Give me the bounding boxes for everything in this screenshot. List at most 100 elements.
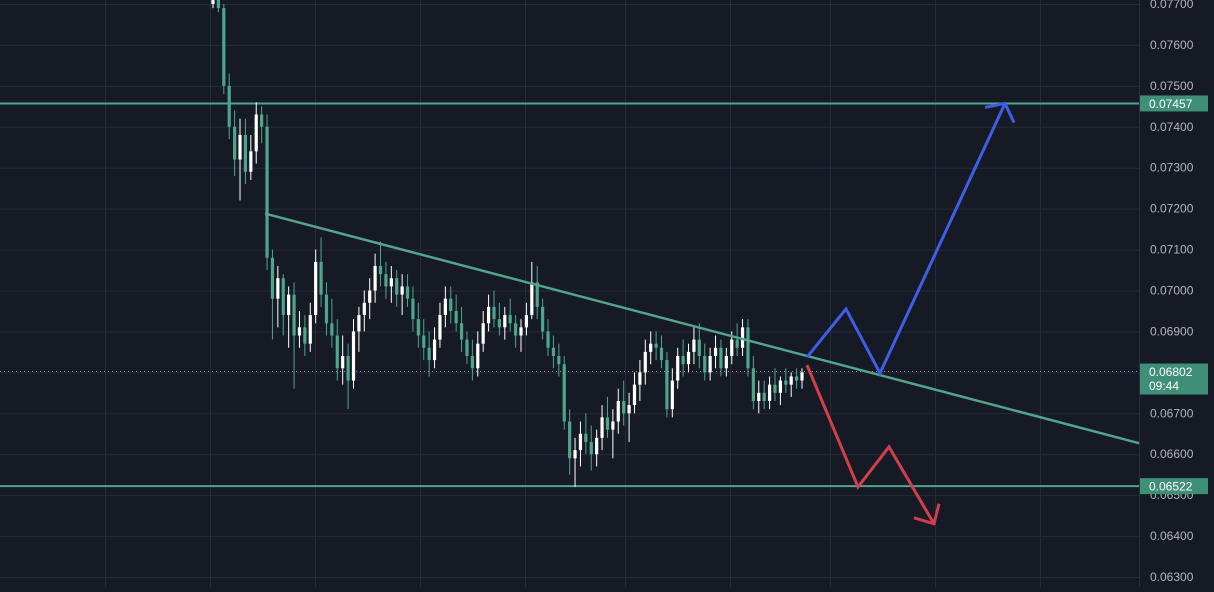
projection-arrows[interactable] (805, 101, 1016, 526)
candle[interactable] (670, 368, 674, 418)
candle[interactable] (303, 315, 307, 356)
candle[interactable] (681, 339, 685, 377)
candle[interactable] (443, 286, 447, 328)
candle[interactable] (616, 388, 620, 434)
candle[interactable] (778, 376, 782, 406)
candle[interactable] (794, 368, 799, 389)
candle[interactable] (557, 343, 561, 377)
candle[interactable] (735, 323, 739, 356)
candle[interactable] (762, 380, 766, 410)
candle[interactable] (757, 380, 761, 414)
horizontal-levels[interactable] (0, 102, 1139, 488)
candle[interactable] (665, 351, 669, 418)
candle[interactable] (459, 306, 464, 352)
candle[interactable] (692, 327, 696, 365)
candle[interactable] (546, 319, 550, 356)
candle[interactable] (222, 4, 226, 95)
candle[interactable] (740, 319, 745, 356)
candle[interactable] (454, 294, 458, 332)
candle[interactable] (265, 114, 269, 271)
candle[interactable] (562, 355, 566, 430)
candle[interactable] (627, 392, 631, 442)
bullish-projection-path[interactable] (805, 102, 1007, 377)
candle[interactable] (611, 409, 615, 459)
candle[interactable] (427, 331, 431, 377)
candle[interactable] (784, 368, 788, 393)
candle[interactable] (530, 261, 534, 320)
candle[interactable] (308, 302, 312, 352)
candle[interactable] (297, 310, 302, 348)
candle[interactable] (605, 396, 610, 438)
bearish-projection-path[interactable] (805, 364, 936, 525)
candle[interactable] (357, 306, 361, 352)
candle[interactable] (649, 331, 653, 365)
candle[interactable] (508, 298, 512, 332)
candle[interactable] (281, 274, 285, 336)
candle[interactable] (719, 339, 723, 377)
candle[interactable] (449, 286, 453, 324)
candle[interactable] (335, 319, 339, 381)
candle[interactable] (341, 335, 345, 385)
candle[interactable] (254, 102, 258, 164)
candle[interactable] (551, 335, 556, 369)
candle[interactable] (395, 270, 399, 307)
candle[interactable] (227, 73, 231, 140)
candlestick-series[interactable] (211, 0, 804, 487)
candle[interactable] (724, 347, 728, 377)
candle[interactable] (568, 409, 572, 475)
candle[interactable] (465, 331, 469, 365)
candle[interactable] (416, 302, 420, 348)
candle[interactable] (233, 110, 237, 176)
candle[interactable] (389, 265, 393, 303)
candle[interactable] (368, 278, 372, 320)
candle[interactable] (751, 355, 755, 410)
candle[interactable] (486, 294, 491, 332)
candle[interactable] (622, 380, 626, 426)
candle[interactable] (330, 298, 334, 348)
candle[interactable] (314, 249, 318, 324)
candle[interactable] (422, 319, 426, 361)
candle[interactable] (243, 118, 248, 185)
descending-trendline[interactable] (264, 212, 1140, 445)
candle[interactable] (578, 421, 583, 467)
candle[interactable] (589, 425, 593, 471)
candle[interactable] (595, 429, 599, 467)
candle[interactable] (497, 302, 501, 336)
candle[interactable] (676, 347, 680, 389)
candle[interactable] (351, 319, 356, 389)
candle[interactable] (632, 372, 637, 414)
candle[interactable] (519, 319, 523, 352)
candle[interactable] (638, 360, 642, 402)
candle[interactable] (686, 343, 691, 373)
candle[interactable] (481, 310, 485, 352)
candle[interactable] (276, 265, 280, 328)
candle[interactable] (697, 323, 701, 369)
candle[interactable] (514, 315, 518, 348)
candle[interactable] (319, 237, 323, 307)
candle[interactable] (400, 274, 404, 316)
candle[interactable] (384, 261, 388, 299)
candle[interactable] (713, 335, 718, 369)
candle[interactable] (584, 413, 588, 455)
candle[interactable] (800, 368, 804, 389)
candle[interactable] (432, 327, 437, 369)
candle[interactable] (249, 134, 253, 180)
candle[interactable] (346, 343, 350, 410)
candle[interactable] (643, 339, 647, 385)
candle[interactable] (270, 249, 275, 340)
candle[interactable] (287, 286, 291, 348)
candle[interactable] (746, 319, 750, 377)
candle[interactable] (773, 368, 777, 402)
candle[interactable] (535, 265, 539, 320)
candle[interactable] (470, 339, 474, 381)
candle[interactable] (438, 302, 442, 348)
candle[interactable] (708, 347, 712, 381)
candle[interactable] (659, 335, 664, 369)
candle[interactable] (238, 118, 242, 201)
candle[interactable] (411, 286, 415, 332)
candle[interactable] (378, 241, 383, 287)
candle[interactable] (703, 343, 707, 381)
candle[interactable] (767, 376, 772, 410)
